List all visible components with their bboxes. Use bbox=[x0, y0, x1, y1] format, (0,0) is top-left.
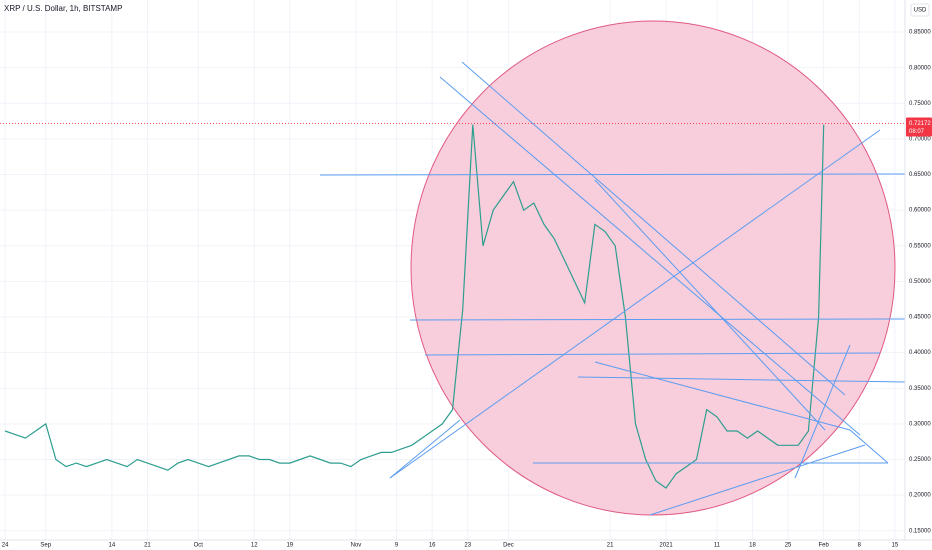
x-tick-label: 8 bbox=[858, 543, 862, 549]
y-tick-label: 0.60000 bbox=[909, 208, 931, 214]
x-tick-label: Dec bbox=[503, 543, 514, 549]
trend-line bbox=[594, 179, 826, 431]
x-tick-label: Feb bbox=[818, 543, 829, 549]
x-tick-label: 14 bbox=[109, 543, 116, 549]
y-tick-label: 0.15000 bbox=[909, 528, 931, 534]
currency-label: USD bbox=[914, 8, 927, 14]
x-tick-label: 23 bbox=[464, 543, 471, 549]
y-tick-label: 0.45000 bbox=[909, 315, 931, 321]
trend-line bbox=[794, 344, 851, 479]
y-tick-label: 0.50000 bbox=[909, 279, 931, 285]
trend-line bbox=[577, 376, 906, 383]
trend-line bbox=[461, 61, 846, 396]
x-tick-label: 24 bbox=[2, 543, 9, 549]
countdown-label: 08:07 bbox=[909, 129, 925, 135]
x-tick-label: 2021 bbox=[659, 543, 673, 549]
y-tick-label: 0.40000 bbox=[909, 350, 931, 356]
x-tick-label: 15 bbox=[891, 543, 898, 549]
last-price-label: 0.72172 bbox=[909, 121, 931, 127]
x-tick-label: 21 bbox=[144, 543, 151, 549]
y-tick-label: 0.20000 bbox=[909, 493, 931, 499]
x-tick-label: Nov bbox=[351, 543, 362, 549]
y-tick-label: 0.55000 bbox=[909, 243, 931, 249]
x-tick-label: 25 bbox=[785, 543, 792, 549]
last-price-box bbox=[906, 117, 932, 137]
trend-line bbox=[389, 129, 881, 479]
x-tick-label: 16 bbox=[429, 543, 436, 549]
y-tick-label: 0.30000 bbox=[909, 421, 931, 427]
circle-drawing bbox=[410, 20, 896, 516]
x-tick-label: 9 bbox=[395, 543, 399, 549]
y-tick-label: 0.35000 bbox=[909, 386, 931, 392]
x-tick-label: 18 bbox=[749, 543, 756, 549]
y-tick-label: 0.65000 bbox=[909, 172, 931, 178]
x-tick-label: 11 bbox=[714, 543, 721, 549]
x-tick-label: 19 bbox=[286, 543, 293, 549]
trend-line bbox=[439, 76, 861, 436]
y-tick-label: 0.85000 bbox=[909, 30, 931, 36]
trend-line bbox=[424, 352, 881, 356]
trend-line bbox=[319, 173, 906, 176]
chart-title: XRP / U.S. Dollar, 1h, BITSTAMP bbox=[4, 4, 122, 13]
y-tick-label: 0.70000 bbox=[909, 136, 931, 142]
x-tick-label: 12 bbox=[251, 543, 258, 549]
trend-line bbox=[409, 318, 906, 321]
trend-line bbox=[389, 419, 461, 479]
y-tick-label: 0.80000 bbox=[909, 65, 931, 71]
x-tick-label: Sep bbox=[40, 543, 51, 549]
x-tick-label: Oct bbox=[194, 543, 204, 549]
currency-box bbox=[910, 3, 930, 17]
y-tick-label: 0.75000 bbox=[909, 101, 931, 107]
y-tick-label: 0.25000 bbox=[909, 457, 931, 463]
trend-line bbox=[649, 444, 866, 516]
trend-line bbox=[594, 361, 889, 464]
x-tick-label: 21 bbox=[607, 543, 614, 549]
trend-lines bbox=[319, 61, 906, 516]
